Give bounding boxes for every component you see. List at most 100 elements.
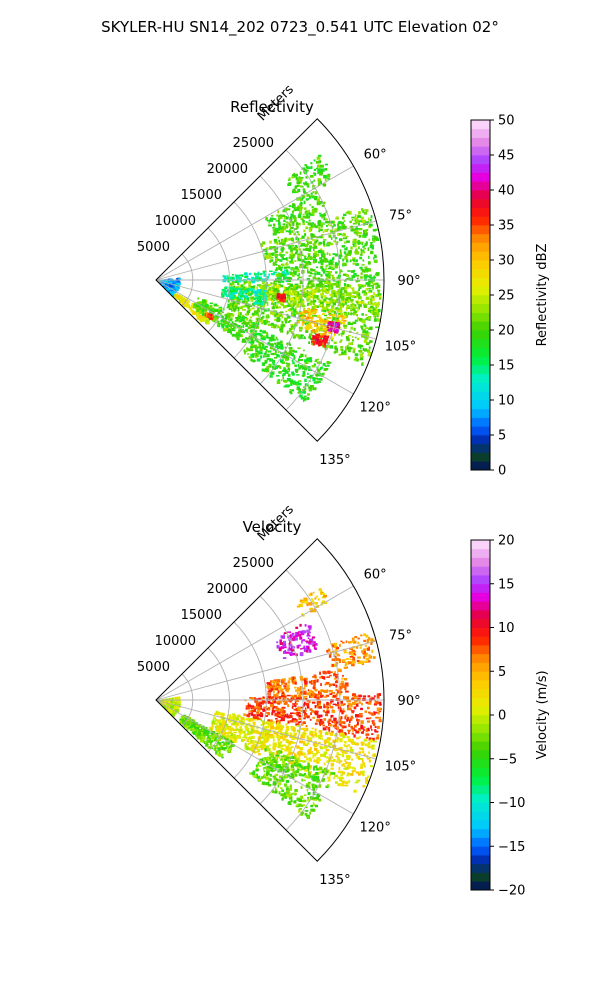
radar-gate [342,224,346,227]
radar-gate [260,243,264,247]
radar-gate [200,735,205,739]
radar-gate [230,733,234,736]
radar-gate [300,217,304,220]
radar-gate [291,221,295,224]
radar-gate [250,278,253,283]
radar-gate [245,726,249,730]
radar-gate [327,271,331,275]
radar-gate [367,701,372,705]
radar-gate [245,292,248,295]
radar-gate [280,716,283,719]
radar-gate [262,292,265,296]
radar-gate [228,292,231,295]
radar-gate [345,235,349,238]
radar-gate [248,356,251,358]
radar-gate [326,175,330,178]
radar-gate [245,328,248,331]
radar-gate [198,309,202,312]
colorbar-tick-label: 50 [498,114,515,129]
radar-gate [324,163,328,166]
radar-gate [362,245,365,248]
radar-gate [319,342,323,346]
radar-gate [369,717,372,720]
radar-gate [257,273,260,276]
radar-gate [224,728,227,731]
radar-gate [308,326,313,329]
colorbar-segment [471,163,490,173]
radar-gate [270,322,274,326]
radar-gate [314,241,317,244]
radar-gate [256,304,259,308]
radar-gate [324,229,328,232]
radar-gate [369,244,374,247]
radar-gate [213,716,216,719]
radar-gate [304,354,307,358]
colorbar-tick-label: 0 [498,464,506,479]
radar-gate [238,729,243,732]
radar-gate [247,353,249,356]
radar-gate [309,301,312,305]
radar-gate [195,732,198,736]
radar-gate [372,229,377,232]
radar-gate [375,716,379,719]
radar-gate [192,305,197,309]
radar-gate [335,704,340,707]
radar-gate [210,728,213,732]
radar-gate [331,295,334,297]
radar-gate [287,373,290,377]
radar-gate [261,337,266,341]
radar-gate [306,322,310,325]
radar-gate [359,256,363,260]
radar-gate [343,324,348,328]
radar-gate [165,707,169,711]
radar-gate [311,314,316,317]
radar-gate [341,348,344,352]
colorbar-segment [471,128,490,138]
radar-gate [257,271,260,275]
radar-gate [334,263,338,267]
radar-gate [206,740,209,743]
radar-gate [320,318,324,322]
radar-gate [365,296,370,300]
radar-gate [214,317,218,321]
radar-gate [365,330,369,334]
radar-gate [289,347,292,351]
radar-gate [184,717,188,720]
radar-gate [281,263,285,267]
radar-gate [268,224,272,227]
radar-gate [250,339,255,344]
radar-gate [249,308,252,311]
radar-gate [291,176,295,179]
radar-gate [341,287,345,290]
radar-gate [321,333,325,337]
radar-gate [288,245,292,249]
radar-gate [264,252,267,255]
radar-gate [312,291,316,294]
radar-gate [301,259,305,263]
radar-gate [298,366,301,370]
colorbar-segment [471,321,490,331]
radar-gate [302,220,305,224]
radar-gate [201,317,205,321]
radar-gate [293,232,296,236]
radar-gate [267,253,271,257]
radar-gate [219,742,222,746]
radar-gate [298,176,301,178]
radar-gate [174,702,177,705]
radar-gate [329,322,332,326]
radar-gate [274,251,277,254]
radar-gate [354,357,358,360]
radar-gate [302,222,305,226]
radar-gate [304,257,306,260]
radar-gate [250,728,254,732]
radar-gate [353,259,356,262]
radar-gate [353,358,358,361]
radar-gate [163,705,166,709]
radar-gate [285,251,289,254]
radar-gate [234,719,237,722]
radar-gate [343,353,347,356]
radar-gate [269,702,274,706]
radar-gate [230,286,234,290]
radar-gate [302,288,305,292]
radar-gate [321,267,325,272]
